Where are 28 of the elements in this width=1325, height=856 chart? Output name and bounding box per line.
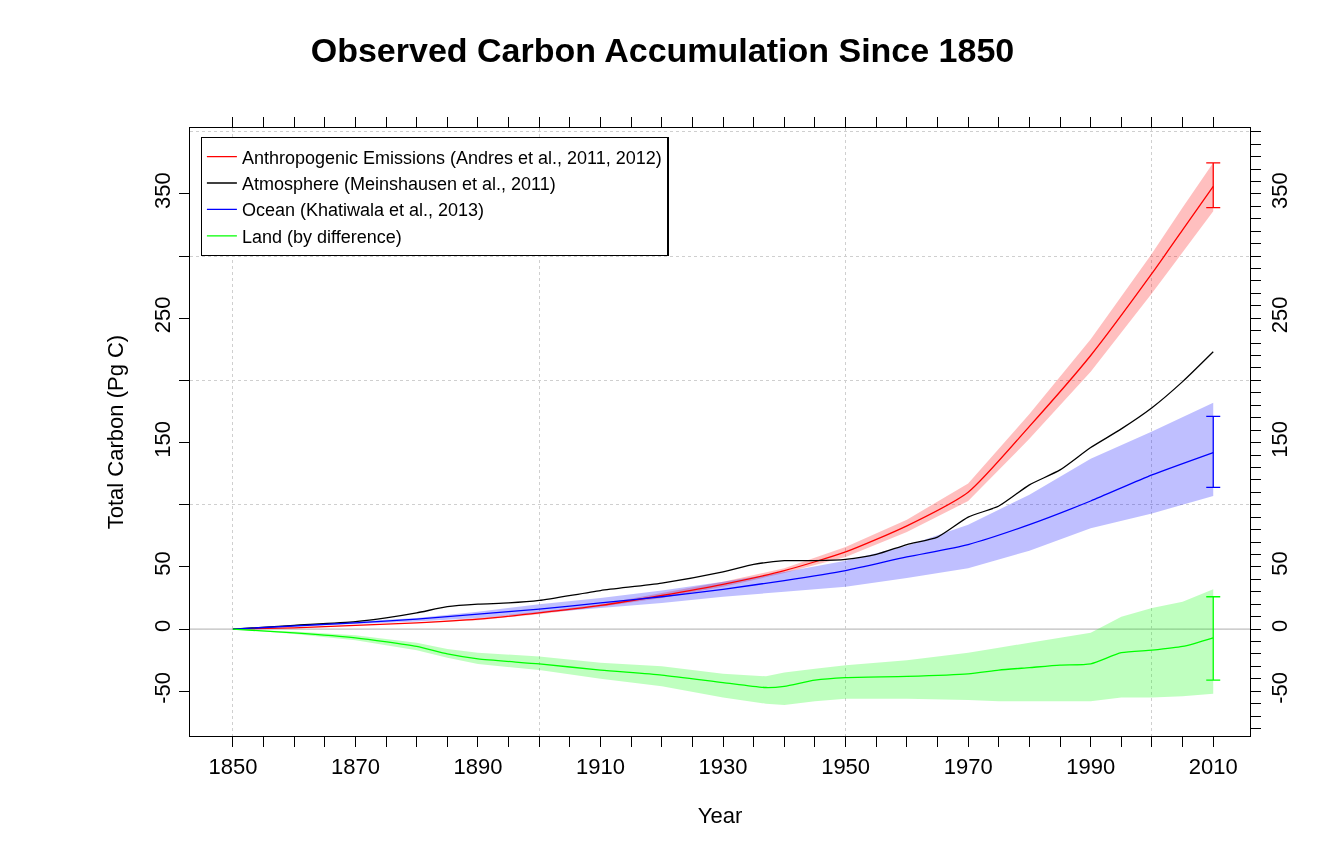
- y-tick-label: 350: [150, 172, 176, 209]
- y2-tick-label: 350: [1267, 172, 1293, 209]
- y2-tick-label: 150: [1267, 420, 1293, 458]
- y-tick-label: -50: [150, 672, 176, 704]
- y-tick-label: 150: [150, 420, 176, 458]
- legend-label: Anthropogenic Emissions (Andres et al., 2011, 2012): [241, 147, 662, 168]
- legend-label: Land (by difference): [241, 226, 402, 247]
- y2-tick-label: -50: [1267, 672, 1293, 704]
- y2-tick-label: 50: [1267, 551, 1293, 576]
- x-tick-label: 1970: [943, 753, 993, 779]
- x-tick-label: 1910: [576, 753, 625, 779]
- x-tick-label: 1890: [453, 753, 503, 779]
- y2-tick-label: 0: [1267, 619, 1293, 632]
- x-tick-label: 1870: [330, 753, 380, 779]
- x-tick-label: 1990: [1066, 753, 1116, 779]
- y-tick-label: 250: [150, 296, 176, 334]
- x-tick-label: 1950: [821, 753, 871, 779]
- chart-title: Observed Carbon Accumulation Since 1850: [310, 31, 1015, 70]
- y-tick-label: 50: [150, 551, 176, 576]
- y-tick-label: 0: [150, 619, 176, 632]
- y-axis-title: Total Carbon (Pg C): [102, 334, 128, 530]
- y2-tick-label: 250: [1267, 296, 1293, 334]
- legend-label: Ocean (Khatiwala et al., 2013): [241, 200, 485, 221]
- x-tick-label: 2010: [1188, 753, 1238, 779]
- x-tick-label: 1930: [698, 753, 748, 779]
- x-tick-label: 1850: [208, 753, 258, 779]
- legend-label: Atmosphere (Meinshausen et al., 2011): [241, 174, 556, 195]
- x-axis-title: Year: [697, 803, 743, 829]
